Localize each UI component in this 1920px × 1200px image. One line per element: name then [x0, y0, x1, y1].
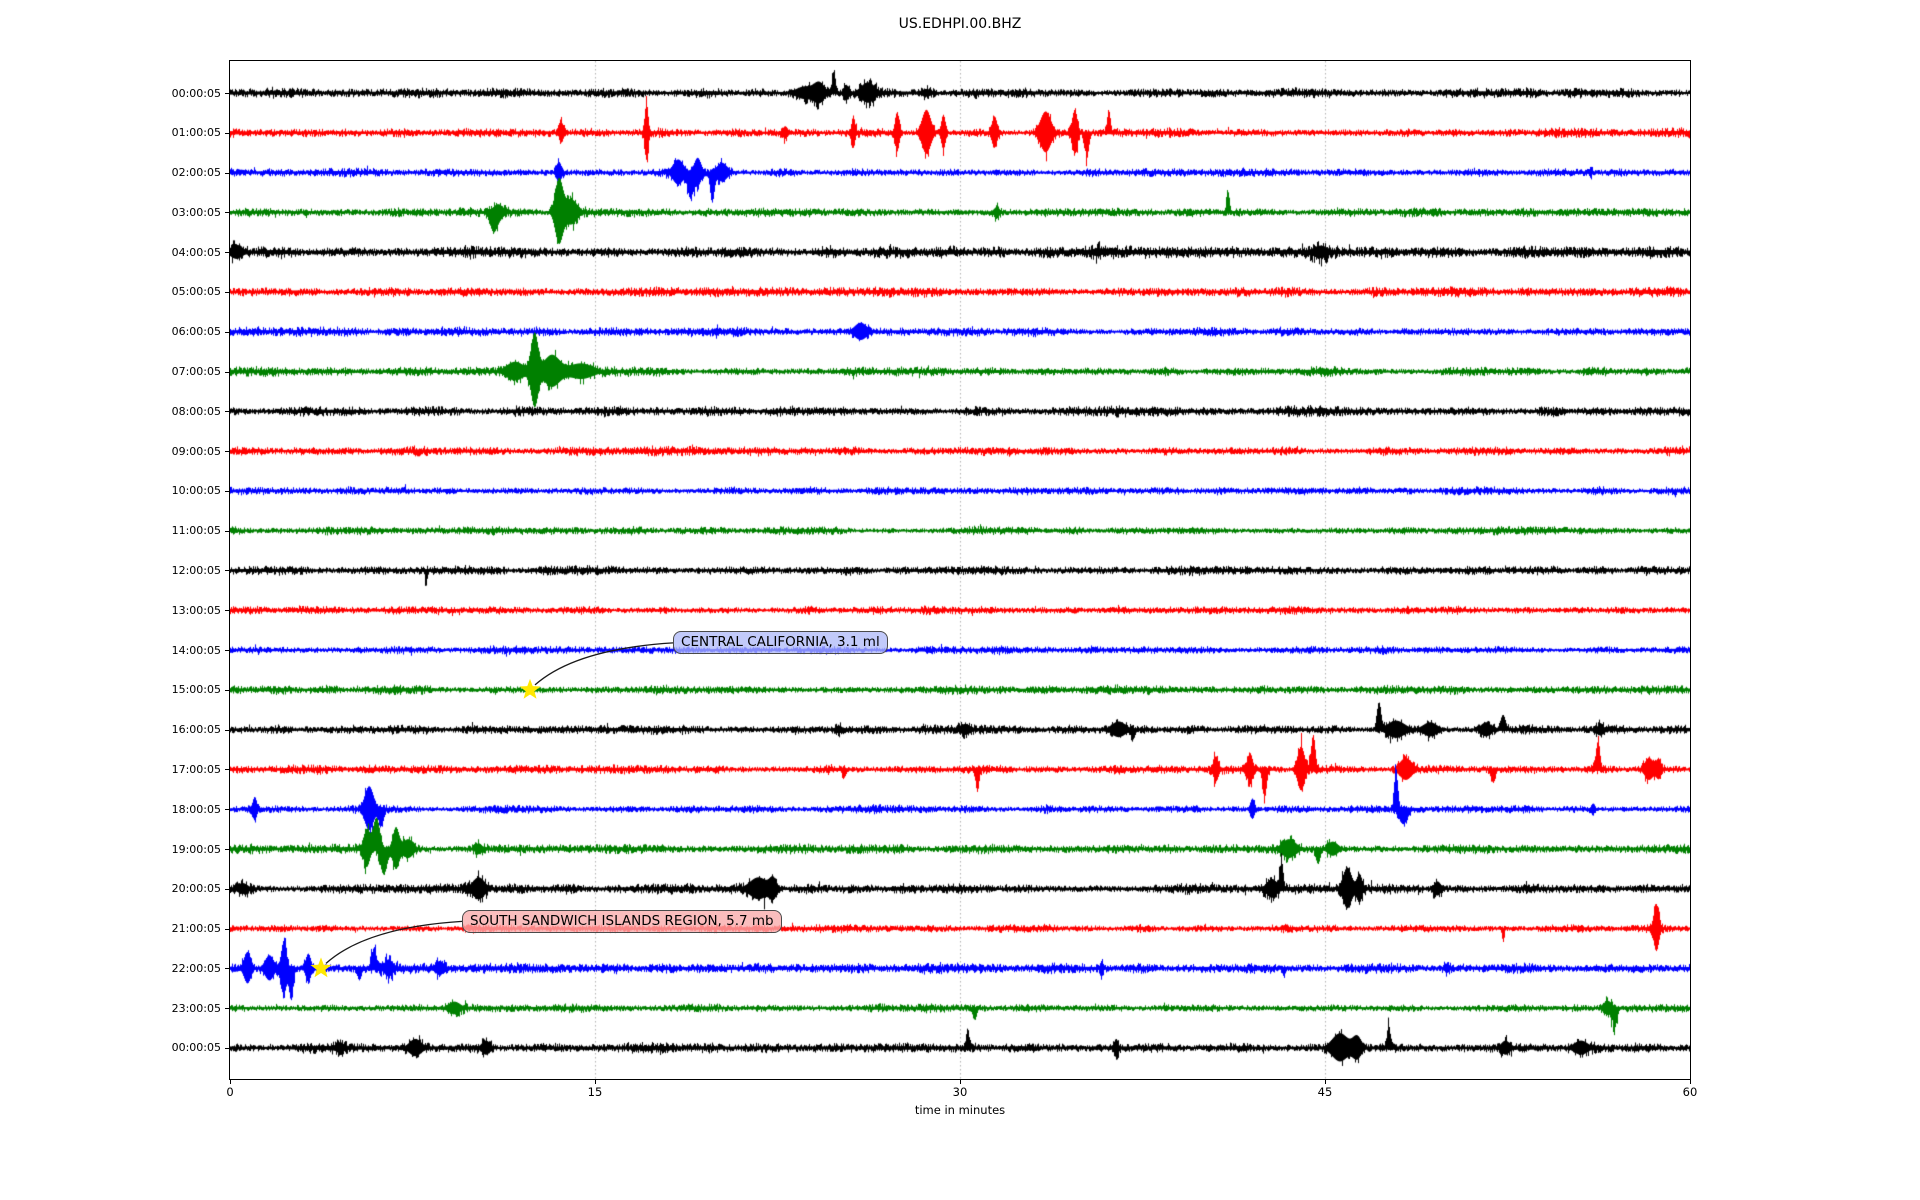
y-tick-mark: [225, 332, 230, 333]
seismogram-canvas: [230, 61, 1690, 1079]
y-tick-label: 10:00:05: [171, 484, 221, 498]
x-tick-mark: [229, 1080, 231, 1084]
y-tick-mark: [225, 252, 230, 253]
y-tick-mark: [225, 212, 230, 213]
y-tick-mark: [225, 1048, 230, 1049]
x-tick-mark: [959, 1080, 961, 1084]
y-tick-mark: [225, 610, 230, 611]
y-tick-label: 15:00:05: [171, 683, 221, 697]
y-tick-label: 13:00:05: [171, 603, 221, 617]
x-tick-label: 15: [587, 1085, 603, 1099]
plot-title: US.EDHPI.00.BHZ: [898, 16, 1022, 32]
y-tick-mark: [225, 690, 230, 691]
y-tick-label: 02:00:05: [171, 166, 221, 180]
x-tick-mark: [1324, 1080, 1326, 1084]
y-tick-mark: [225, 531, 230, 532]
y-tick-label: 14:00:05: [171, 643, 221, 657]
y-tick-label: 00:00:05: [171, 86, 221, 100]
x-tick-mark: [594, 1080, 596, 1084]
y-tick-label: 17:00:05: [171, 762, 221, 776]
y-tick-label: 00:00:05: [171, 1041, 221, 1055]
y-tick-mark: [225, 451, 230, 452]
y-tick-mark: [225, 411, 230, 412]
y-tick-label: 12:00:05: [171, 563, 221, 577]
x-tick-label: 45: [1317, 1085, 1333, 1099]
y-tick-mark: [225, 372, 230, 373]
y-tick-mark: [225, 650, 230, 651]
y-tick-label: 09:00:05: [171, 444, 221, 458]
event-annotation-box: SOUTH SANDWICH ISLANDS REGION, 5.7 mb: [462, 909, 782, 933]
y-tick-label: 16:00:05: [171, 723, 221, 737]
y-tick-mark: [225, 1008, 230, 1009]
y-tick-label: 03:00:05: [171, 205, 221, 219]
y-tick-label: 18:00:05: [171, 802, 221, 816]
y-tick-mark: [225, 292, 230, 293]
y-tick-mark: [225, 769, 230, 770]
y-tick-label: 20:00:05: [171, 882, 221, 896]
y-tick-mark: [225, 570, 230, 571]
x-axis-label: time in minutes: [914, 1103, 1006, 1117]
x-tick-label: 0: [226, 1085, 234, 1099]
y-tick-label: 06:00:05: [171, 325, 221, 339]
y-tick-mark: [225, 133, 230, 134]
y-tick-label: 21:00:05: [171, 922, 221, 936]
plot-area: [229, 60, 1691, 1080]
y-tick-label: 05:00:05: [171, 285, 221, 299]
x-tick-label: 60: [1682, 1085, 1698, 1099]
y-tick-mark: [225, 730, 230, 731]
y-tick-label: 11:00:05: [171, 524, 221, 538]
y-tick-label: 22:00:05: [171, 961, 221, 975]
y-tick-label: 19:00:05: [171, 842, 221, 856]
y-tick-label: 23:00:05: [171, 1001, 221, 1015]
x-tick-mark: [1689, 1080, 1691, 1084]
x-tick-label: 30: [952, 1085, 968, 1099]
y-tick-mark: [225, 849, 230, 850]
y-tick-label: 08:00:05: [171, 404, 221, 418]
y-tick-mark: [225, 809, 230, 810]
y-tick-mark: [225, 491, 230, 492]
y-tick-label: 01:00:05: [171, 126, 221, 140]
y-tick-label: 04:00:05: [171, 245, 221, 259]
y-tick-mark: [225, 93, 230, 94]
y-tick-mark: [225, 889, 230, 890]
event-annotation-box: CENTRAL CALIFORNIA, 3.1 ml: [673, 631, 888, 655]
y-tick-mark: [225, 173, 230, 174]
y-tick-label: 07:00:05: [171, 365, 221, 379]
y-tick-mark: [225, 929, 230, 930]
y-tick-mark: [225, 968, 230, 969]
